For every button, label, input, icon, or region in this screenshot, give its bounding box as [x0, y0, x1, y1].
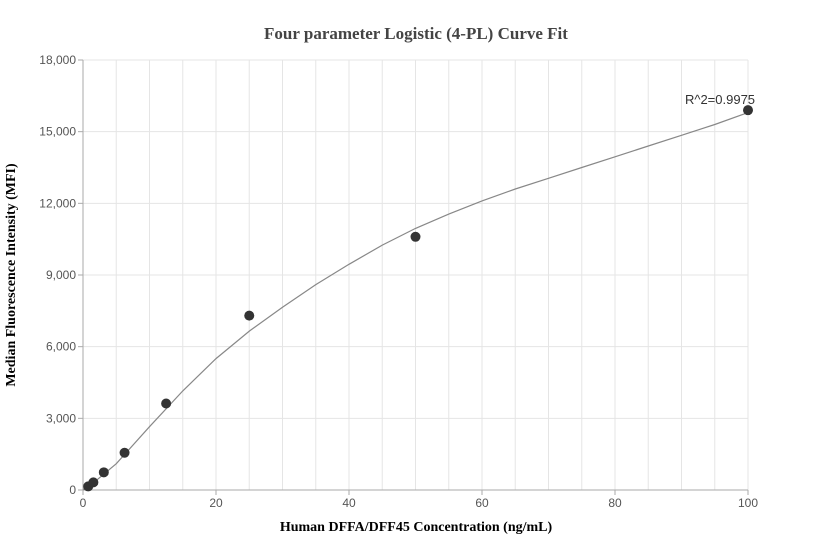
y-tick-label: 0: [69, 483, 76, 497]
data-point: [244, 310, 255, 321]
r-squared-annotation: R^2=0.9975: [685, 92, 755, 107]
data-point: [161, 398, 172, 409]
y-tick-label: 3,000: [46, 411, 76, 425]
y-tick-label: 6,000: [46, 340, 76, 354]
x-tick-label: 60: [475, 496, 489, 510]
data-points: [83, 105, 753, 492]
data-point: [743, 105, 753, 116]
fit-curve: [82, 112, 749, 491]
data-point: [119, 447, 130, 458]
tick-labels: 0 20 40 60 80 100 0 3,000 6,000 9,000 12,000 15,000…: [39, 53, 758, 510]
axes: [78, 59, 749, 495]
data-point: [410, 231, 421, 242]
y-tick-label: 18,000: [39, 53, 76, 67]
y-tick-label: 9,000: [46, 268, 76, 282]
x-tick-label: 0: [80, 496, 87, 510]
y-axis-label: Median Fluorescence Intensity (MFI): [4, 163, 19, 387]
x-tick-label: 40: [342, 496, 356, 510]
x-tick-label: 80: [608, 496, 622, 510]
data-point: [88, 477, 99, 488]
y-tick-label: 12,000: [39, 196, 76, 210]
x-tick-label: 20: [209, 496, 223, 510]
data-point: [98, 467, 109, 478]
x-axis-label: Human DFFA/DFF45 Concentration (ng/mL): [280, 520, 553, 535]
grid: [83, 59, 749, 490]
y-tick-label: 15,000: [39, 125, 76, 139]
chart-title: Four parameter Logistic (4-PL) Curve Fit: [264, 24, 568, 43]
x-tick-label: 100: [738, 496, 758, 510]
